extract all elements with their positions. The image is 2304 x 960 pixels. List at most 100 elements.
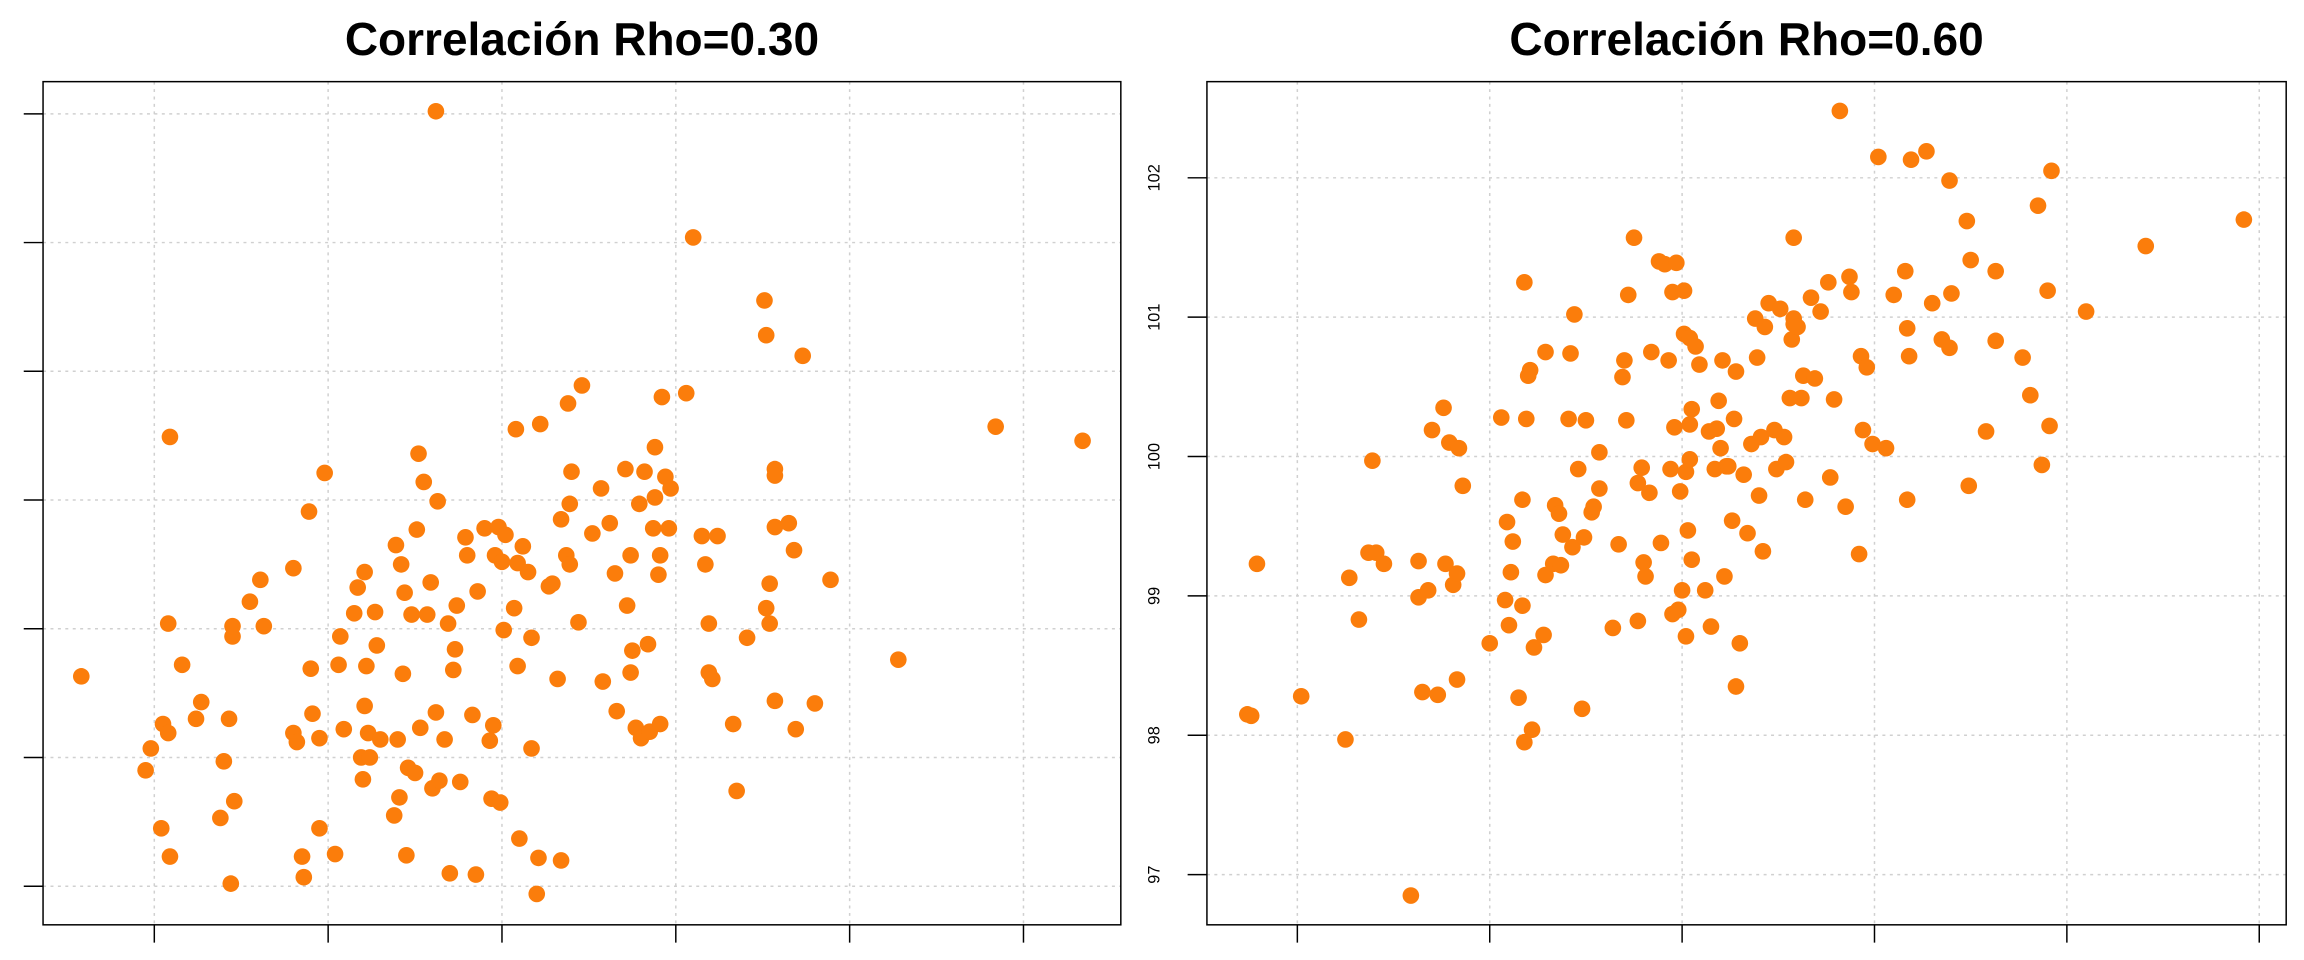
scatter-point — [1841, 268, 1858, 286]
scatter-point — [1510, 689, 1527, 706]
scatter-point — [330, 656, 347, 674]
scatter-point — [1535, 626, 1552, 644]
scatter-point — [1604, 619, 1622, 637]
scatter-point — [528, 885, 546, 903]
scatter-point — [1681, 416, 1699, 433]
scatter-point — [677, 384, 695, 402]
scatter-point — [411, 719, 429, 737]
scatter-point — [1831, 102, 1849, 120]
scatter-point — [225, 792, 243, 810]
scatter-point — [1569, 460, 1587, 478]
scatter-point — [392, 556, 410, 573]
scatter-point — [505, 599, 523, 617]
scatter-point — [1496, 591, 1514, 609]
scatter-point — [1802, 289, 1820, 306]
scatter-point — [439, 615, 457, 632]
scatter-point — [1977, 423, 1995, 440]
scatter-point — [1448, 565, 1466, 582]
scatter-point — [1450, 439, 1468, 457]
scatter-point — [1727, 363, 1745, 380]
scatter-point — [497, 526, 514, 544]
scatter-point — [1775, 428, 1793, 446]
scatter-point — [511, 830, 528, 847]
scatter-point — [1435, 399, 1452, 417]
scatter-point — [1666, 418, 1683, 436]
scatter-point — [1716, 568, 1733, 585]
scatter-point — [514, 538, 532, 555]
scatter-point — [806, 695, 824, 712]
scatter-point — [1941, 339, 1958, 357]
scatter-point — [738, 629, 756, 647]
scatter-point — [484, 716, 502, 734]
scatter-point — [1943, 285, 1960, 302]
scatter-point — [2029, 197, 2047, 214]
scatter-point — [639, 635, 657, 653]
scatter-point — [1725, 410, 1743, 428]
scatter-point — [622, 664, 639, 681]
scatter-point — [391, 789, 408, 806]
scatter-point — [1708, 420, 1726, 437]
scatter-point — [1896, 262, 1914, 280]
scatter-point — [1870, 148, 1887, 166]
scatter-point — [1987, 332, 2005, 350]
scatter-point — [561, 495, 579, 513]
scatter-point — [1962, 251, 1979, 269]
scatter-point — [410, 445, 427, 462]
scatter-point — [1481, 634, 1499, 652]
scatter-point — [1573, 700, 1591, 718]
scatter-point — [444, 661, 462, 679]
scatter-point — [704, 670, 721, 688]
scatter-point — [1566, 306, 1583, 323]
scatter-point — [1918, 143, 1935, 160]
scatter-point — [1629, 612, 1647, 630]
scatter-point — [544, 575, 561, 593]
scatter-point — [1714, 352, 1731, 369]
scatter-point — [1825, 391, 1843, 408]
scatter-point — [1796, 491, 1814, 509]
scatter-point — [573, 377, 591, 394]
scatter-point — [1242, 707, 1260, 725]
scatter-point — [396, 584, 413, 602]
scatter-point — [311, 729, 328, 747]
scatter-point — [446, 641, 464, 658]
scatter-point — [660, 520, 678, 537]
scatter-point — [646, 489, 664, 506]
scatter-point — [2039, 282, 2056, 300]
scatter-point — [422, 574, 440, 591]
scatter-point — [316, 464, 333, 482]
scatter-point — [1641, 484, 1658, 502]
scatter-point — [709, 527, 726, 545]
y-tick-label: 97 — [1145, 866, 1163, 884]
scatter-point — [173, 656, 191, 674]
scatter-point — [592, 480, 610, 497]
scatter-point — [1414, 683, 1431, 701]
scatter-point — [1550, 505, 1568, 522]
scatter-point — [142, 740, 160, 757]
scatter-point — [469, 583, 486, 600]
scatter-point — [187, 710, 205, 728]
scatter-point — [531, 415, 549, 433]
scatter-point — [644, 520, 662, 537]
scatter-point — [601, 514, 619, 532]
scatter-point — [1793, 389, 1810, 407]
scatter-point — [761, 615, 778, 632]
scatter-point — [1960, 477, 1978, 495]
scatter-point — [457, 529, 474, 546]
scatter-point — [1337, 731, 1354, 748]
scatter-point — [394, 665, 412, 683]
scatter-point — [1454, 477, 1472, 495]
scatter-point — [1731, 634, 1749, 652]
scatter-point — [441, 865, 459, 882]
scatter-point — [493, 553, 511, 571]
scatter-point — [349, 579, 367, 596]
scatter-point — [756, 292, 773, 309]
scatter-point — [2077, 303, 2095, 320]
scatter-point — [1423, 421, 1441, 439]
scatter-point — [608, 702, 626, 720]
scatter-panel: Correlación Rho=0.60 97 98 99 100 101 102 — [1145, 13, 2287, 943]
scatter-point — [549, 670, 566, 688]
scatter-point — [366, 603, 384, 621]
scatter-point — [1735, 466, 1752, 483]
scatter-point — [650, 566, 667, 583]
